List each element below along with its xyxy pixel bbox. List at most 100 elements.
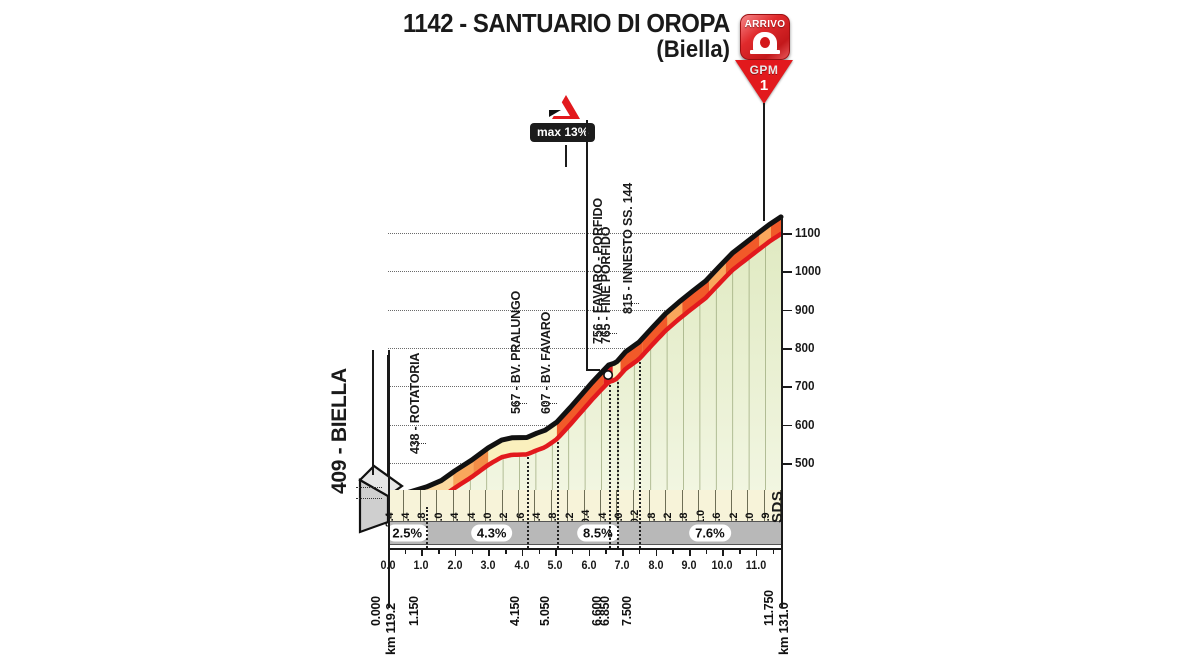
x-axis-label: 7.0 — [614, 558, 630, 572]
gradient-column: 9.2 — [564, 490, 585, 527]
section-average-label: 4.3% — [470, 524, 513, 542]
y-axis-tick — [783, 424, 792, 427]
x-axis — [388, 548, 781, 550]
profile-band-segment — [642, 312, 668, 356]
title-main: 1142 - SANTUARIO DI OROPA — [402, 8, 730, 38]
profile-band-segment — [725, 232, 760, 277]
km-drop-line — [556, 442, 559, 548]
km-distance-label: 6.850 — [598, 596, 613, 626]
y-axis-label: 900 — [795, 301, 815, 317]
section-average: 4.3% — [426, 522, 556, 544]
y-axis-label: 700 — [795, 378, 815, 394]
finish-arch-icon — [753, 32, 777, 52]
x-axis-label: 2.0 — [447, 558, 463, 572]
waypoint-leader — [412, 443, 427, 444]
waypoint-label: 815 - INNESTO SS. 144 — [620, 182, 635, 314]
y-axis-tick — [783, 386, 792, 388]
profile-band-segment — [667, 299, 683, 330]
km-drop-line — [426, 506, 429, 548]
profile-band-segment — [556, 370, 604, 440]
x-axis-label: 3.0 — [480, 558, 496, 572]
route-km-label: km 119.2 — [383, 603, 398, 655]
gradient-column: 8.8 — [547, 490, 569, 527]
y-axis-label: 1000 — [795, 263, 822, 279]
gradient-column: 6.0 — [433, 490, 454, 527]
waypoint-leader — [512, 403, 527, 404]
profile-red-line — [385, 231, 784, 518]
x-axis-minor-tick — [705, 548, 708, 554]
page-title: 1142 - SANTUARIO DI OROPA (Biella) — [330, 10, 730, 62]
axis-boundary — [781, 548, 783, 608]
y-axis-tick — [783, 309, 792, 312]
gradient-column: 5.2 — [728, 490, 749, 527]
gradient-column: 7.4 — [449, 490, 470, 527]
y-axis-label: 800 — [795, 340, 815, 356]
x-axis-minor-tick — [672, 548, 674, 554]
y-axis-label: 600 — [795, 416, 815, 432]
km-distance-label: 7.500 — [619, 596, 634, 626]
gpm-category-number: 1 — [759, 77, 769, 94]
profile-band-segment — [508, 431, 542, 456]
gradient-column: 3.2 — [498, 490, 519, 527]
gradient-column: 4.8 — [416, 490, 438, 527]
x-axis-label: 8.0 — [648, 558, 664, 572]
section-average-label: 7.6% — [689, 524, 731, 542]
x-axis-minor-tick — [689, 548, 691, 554]
arrivo-label: ARRIVO — [744, 19, 786, 30]
gradient-column: 2.4 — [400, 490, 421, 527]
max-gradient-point-marker — [603, 369, 614, 380]
gradient-column: 5.9 — [760, 490, 781, 527]
gradient-column: 3.4 — [466, 490, 487, 527]
km-drop-line — [617, 381, 620, 548]
profile-outline — [385, 214, 784, 501]
gradient-column: 11.0 — [695, 490, 716, 530]
axis-end-cap — [388, 350, 390, 555]
waypoint-gridline — [356, 498, 382, 500]
route-km-label: km 131.0 — [776, 602, 791, 655]
waypoint-gridline — [356, 486, 382, 488]
gradient-column: 9.0 — [613, 490, 634, 527]
x-axis-minor-tick — [755, 548, 758, 554]
max-point-leader-foot — [586, 369, 600, 371]
waypoint-label: 438 - ROTATORIA — [408, 352, 423, 454]
axis-boundary — [388, 548, 390, 608]
gradient-column: 10.4 — [580, 490, 601, 530]
x-axis-label: 9.0 — [681, 558, 697, 572]
waypoint-leader — [624, 303, 639, 304]
y-axis-label: 500 — [795, 455, 815, 471]
section-average-label: 8.5% — [577, 524, 619, 542]
profile-band-segment — [541, 422, 557, 449]
x-axis-minor-tick — [505, 548, 507, 554]
gradient-column: 10.2 — [629, 490, 650, 530]
finish-arch-base — [750, 50, 780, 54]
gpm-label: GPM — [749, 63, 779, 77]
arrivo-finish-icon: ARRIVO — [740, 14, 790, 60]
x-axis-minor-tick — [571, 548, 574, 554]
section-average-label: 2.5% — [386, 524, 429, 542]
y-axis-tick — [783, 348, 792, 350]
km-drop-line — [638, 362, 641, 548]
profile-band-segment — [488, 438, 509, 465]
waypoint-leader — [603, 333, 618, 334]
gradient-column: 3.4 — [531, 490, 552, 527]
km-distance-label: 11.750 — [762, 590, 776, 626]
waypoint-label: 409 - BIELLA — [328, 368, 351, 494]
biella-rule — [372, 350, 374, 475]
max-gradient-leader-line — [565, 145, 567, 167]
profile-band-segment — [709, 259, 726, 295]
km-distance-label: 4.150 — [507, 596, 522, 626]
gridline — [388, 463, 783, 465]
x-axis-minor-tick — [488, 548, 490, 554]
km-distance-label: 0.000 — [369, 596, 383, 626]
steep-slope-icon — [549, 110, 561, 117]
gradient-columns: 2.42.44.86.07.43.41.03.24.63.48.89.210.4… — [384, 490, 781, 530]
x-axis-minor-tick — [655, 548, 658, 554]
x-axis-minor-tick — [722, 548, 724, 554]
x-axis-minor-tick — [404, 548, 407, 554]
y-axis-tick — [783, 271, 792, 273]
x-axis-minor-tick — [454, 548, 457, 554]
section-average: 8.5% — [557, 522, 639, 544]
x-axis-minor-tick — [555, 548, 557, 554]
y-axis-label: 1100 — [795, 225, 821, 240]
